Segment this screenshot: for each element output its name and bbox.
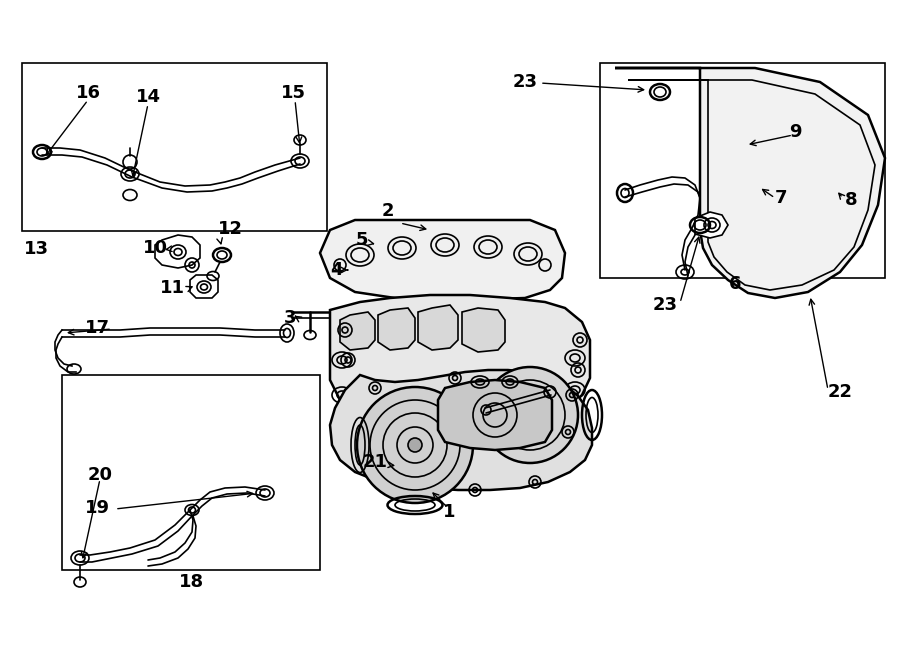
Polygon shape <box>330 295 590 428</box>
Text: 2: 2 <box>382 202 394 220</box>
Polygon shape <box>330 370 592 490</box>
Bar <box>820 180 842 196</box>
Text: 15: 15 <box>281 84 305 102</box>
Text: 22: 22 <box>828 383 853 401</box>
Text: 7: 7 <box>775 189 788 207</box>
Polygon shape <box>378 308 415 350</box>
Text: 8: 8 <box>845 191 858 209</box>
Text: 6: 6 <box>729 275 742 293</box>
Polygon shape <box>155 235 200 268</box>
Text: 23: 23 <box>513 73 538 91</box>
Bar <box>22 63 327 231</box>
Polygon shape <box>340 312 375 350</box>
Bar <box>726 132 744 144</box>
Bar <box>600 63 885 278</box>
Polygon shape <box>462 308 505 352</box>
Text: 9: 9 <box>788 123 801 141</box>
Circle shape <box>482 367 578 463</box>
Text: 14: 14 <box>136 88 160 106</box>
Polygon shape <box>320 220 565 300</box>
Text: 13: 13 <box>24 240 49 258</box>
Text: 17: 17 <box>85 319 110 337</box>
Text: 4: 4 <box>330 261 343 279</box>
Text: 3: 3 <box>284 309 296 327</box>
Text: 10: 10 <box>143 239 168 257</box>
Polygon shape <box>190 275 218 298</box>
Polygon shape <box>615 68 885 298</box>
Text: 19: 19 <box>85 499 110 517</box>
Text: 16: 16 <box>76 84 101 102</box>
Polygon shape <box>438 380 552 450</box>
Text: 1: 1 <box>443 503 455 521</box>
Bar <box>62 375 320 570</box>
Polygon shape <box>695 212 728 238</box>
Circle shape <box>357 387 473 503</box>
Text: 21: 21 <box>363 453 388 471</box>
Circle shape <box>522 407 538 423</box>
Text: 12: 12 <box>218 220 243 238</box>
Text: 23: 23 <box>653 296 678 314</box>
Text: 20: 20 <box>87 466 112 484</box>
Circle shape <box>408 438 422 452</box>
Text: 5: 5 <box>356 231 368 249</box>
Text: 18: 18 <box>178 573 203 591</box>
Text: 11: 11 <box>160 279 185 297</box>
Bar <box>822 176 826 196</box>
Polygon shape <box>418 305 458 350</box>
